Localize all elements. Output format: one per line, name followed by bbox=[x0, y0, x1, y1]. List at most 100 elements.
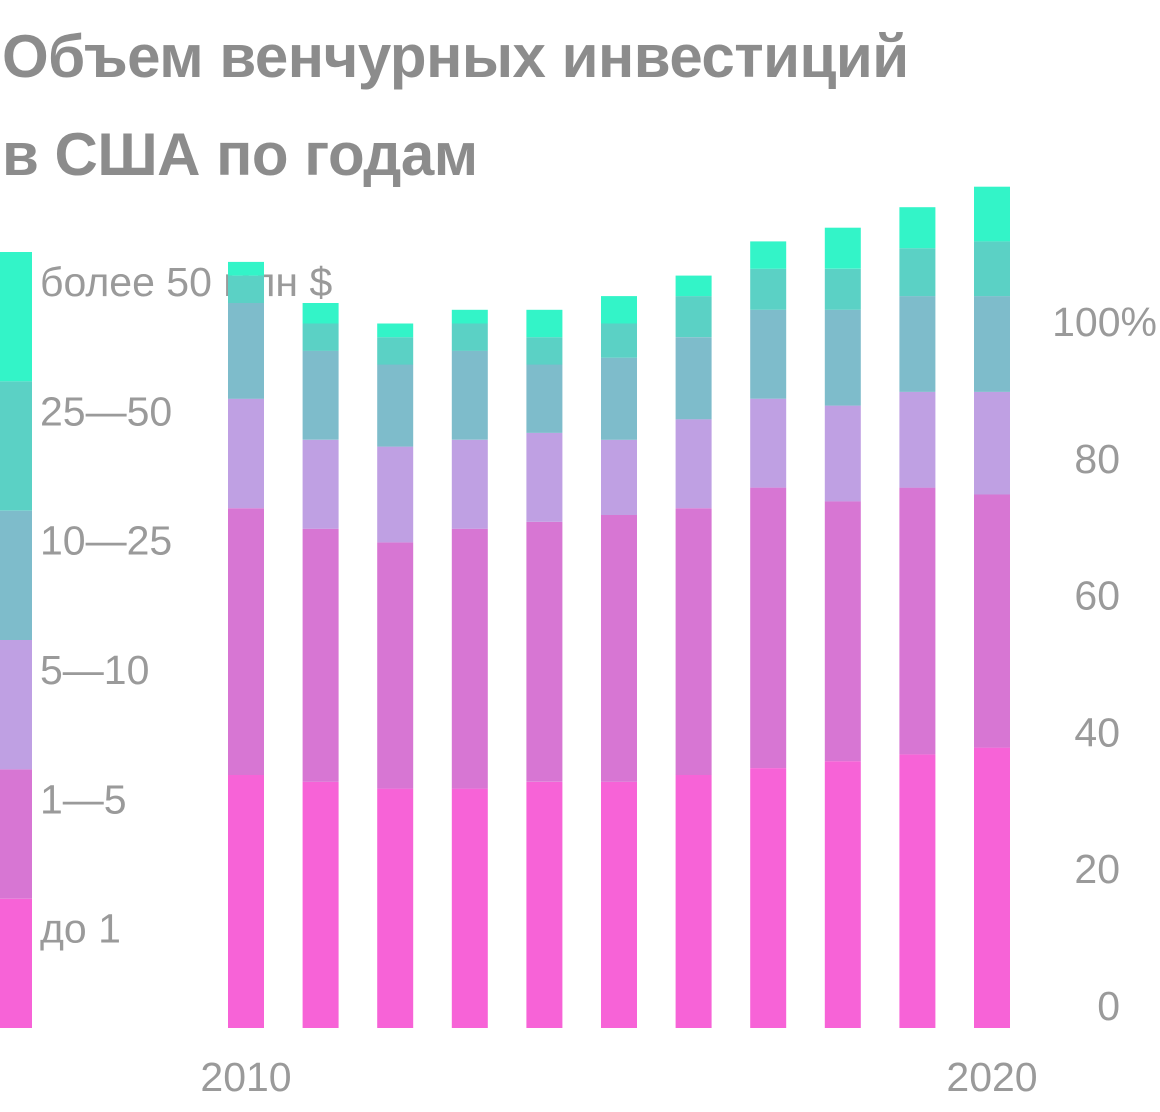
x-axis: 2010 2020 bbox=[200, 1054, 1037, 1100]
bar-segment-2013-s2 bbox=[451, 439, 488, 529]
bar-segment-2017-s0 bbox=[750, 768, 787, 1028]
bar-segment-2014-s3 bbox=[526, 364, 563, 433]
bar-segment-2019-s1 bbox=[899, 487, 936, 755]
bar-segment-2012-s2 bbox=[377, 446, 414, 543]
chart-title: Объем венчурных инвестиций в США по года… bbox=[2, 8, 1152, 204]
bar-segment-2016-s2 bbox=[675, 419, 712, 509]
y-tick-label-1: 20 bbox=[1074, 846, 1120, 892]
bar-segment-2016-s3 bbox=[675, 337, 712, 420]
bar-segment-2018-s0 bbox=[824, 761, 861, 1028]
y-tick-label-4: 80 bbox=[1074, 436, 1120, 482]
bar-segment-2019-s2 bbox=[899, 391, 936, 488]
bar-2016 bbox=[675, 275, 712, 1028]
legend-swatch-s4 bbox=[0, 381, 32, 511]
bar-segment-2013-s3 bbox=[451, 350, 488, 440]
bar-segment-2018-s5 bbox=[824, 227, 861, 269]
bar-segment-2020-s0 bbox=[974, 747, 1010, 1028]
bar-segment-2010-s0 bbox=[228, 774, 264, 1028]
bar-segment-2012-s5 bbox=[377, 323, 414, 338]
bar-segment-2015-s0 bbox=[601, 781, 637, 1028]
y-axis: 0 20 40 60 80 100% bbox=[1052, 299, 1157, 1029]
bar-segment-2018-s2 bbox=[824, 405, 861, 502]
bar-segment-2014-s0 bbox=[526, 781, 563, 1028]
bar-2018 bbox=[824, 227, 861, 1028]
bar-segment-2012-s1 bbox=[377, 542, 414, 789]
bar-segment-2018-s1 bbox=[824, 501, 861, 762]
bar-segment-2019-s4 bbox=[899, 248, 936, 297]
bar-segment-2020-s1 bbox=[974, 494, 1010, 748]
bar-segment-2011-s4 bbox=[302, 323, 339, 351]
bar-segment-2017-s3 bbox=[750, 309, 787, 399]
bar-2017 bbox=[750, 241, 787, 1028]
y-tick-label-2: 40 bbox=[1074, 709, 1120, 755]
bar-segment-2013-s1 bbox=[451, 528, 488, 789]
bar-segment-2016-s4 bbox=[675, 296, 712, 338]
bar-segment-2010-s2 bbox=[228, 398, 264, 509]
y-tick-label-3: 60 bbox=[1074, 573, 1120, 619]
bar-2010 bbox=[228, 261, 264, 1028]
bar-segment-2017-s2 bbox=[750, 398, 787, 488]
bar-segment-2017-s4 bbox=[750, 268, 787, 310]
bar-segment-2019-s3 bbox=[899, 296, 936, 392]
bar-segment-2020-s4 bbox=[974, 241, 1010, 297]
bar-segment-2015-s4 bbox=[601, 323, 637, 358]
bar-segment-2015-s5 bbox=[601, 296, 637, 324]
legend-label-s0: до 1 bbox=[40, 906, 121, 952]
bar-segment-2015-s1 bbox=[601, 515, 637, 782]
bar-segment-2018-s4 bbox=[824, 268, 861, 310]
bar-segment-2019-s0 bbox=[899, 754, 936, 1028]
legend: до 1 1—5 5—10 10—25 25—50 более 50 млн $ bbox=[0, 252, 332, 1028]
bar-2012 bbox=[377, 323, 414, 1028]
bar-2011 bbox=[302, 303, 339, 1028]
bar-segment-2013-s0 bbox=[451, 788, 488, 1028]
legend-swatch-s3 bbox=[0, 510, 32, 640]
bar-2020 bbox=[974, 186, 1010, 1028]
bar-segment-2010-s3 bbox=[228, 303, 264, 399]
bar-segment-2017-s5 bbox=[750, 241, 787, 269]
bar-segment-2016-s0 bbox=[675, 774, 712, 1028]
bar-segment-2015-s3 bbox=[601, 357, 637, 440]
bar-segment-2011-s0 bbox=[302, 781, 339, 1028]
bar-segment-2020-s5 bbox=[974, 186, 1010, 242]
legend-label-s2: 5—10 bbox=[40, 647, 149, 693]
bar-segment-2017-s1 bbox=[750, 487, 787, 768]
bar-segment-2015-s2 bbox=[601, 439, 637, 515]
legend-label-s4: 25—50 bbox=[40, 388, 172, 434]
bar-segment-2014-s2 bbox=[526, 432, 563, 522]
bar-2013 bbox=[451, 309, 488, 1028]
bar-segment-2013-s5 bbox=[451, 309, 488, 324]
bar-segment-2013-s4 bbox=[451, 323, 488, 351]
bar-segment-2016-s1 bbox=[675, 508, 712, 775]
bar-segment-2018-s3 bbox=[824, 309, 861, 406]
bar-segment-2014-s5 bbox=[526, 309, 563, 338]
bar-segment-2020-s2 bbox=[974, 391, 1010, 495]
bar-segment-2011-s1 bbox=[302, 528, 339, 782]
bar-segment-2010-s1 bbox=[228, 508, 264, 775]
bars-area bbox=[228, 186, 1010, 1028]
x-tick-label-2020: 2020 bbox=[946, 1054, 1037, 1100]
bar-segment-2012-s3 bbox=[377, 364, 414, 447]
bar-segment-2011-s5 bbox=[302, 303, 339, 324]
bar-segment-2014-s4 bbox=[526, 337, 563, 365]
bar-segment-2011-s3 bbox=[302, 350, 339, 440]
legend-swatch-s0 bbox=[0, 898, 32, 1028]
bar-segment-2012-s4 bbox=[377, 337, 414, 365]
y-tick-label-5: 100% bbox=[1052, 299, 1157, 345]
bar-segment-2019-s5 bbox=[899, 207, 936, 249]
bar-2019 bbox=[899, 207, 936, 1028]
bar-2014 bbox=[526, 309, 563, 1028]
chart-title-line-1: Объем венчурных инвестиций bbox=[2, 23, 909, 90]
bar-segment-2016-s5 bbox=[675, 275, 712, 297]
bar-2015 bbox=[601, 296, 637, 1028]
bar-segment-2012-s0 bbox=[377, 788, 414, 1028]
y-tick-label-0: 0 bbox=[1097, 983, 1120, 1029]
chart-title-line-2: в США по годам bbox=[2, 121, 478, 188]
bar-segment-2011-s2 bbox=[302, 439, 339, 529]
bar-segment-2014-s1 bbox=[526, 521, 563, 782]
bar-segment-2010-s4 bbox=[228, 275, 264, 303]
legend-swatch-s2 bbox=[0, 640, 32, 770]
x-tick-label-2010: 2010 bbox=[200, 1054, 291, 1100]
bar-segment-2010-s5 bbox=[228, 261, 264, 276]
legend-swatch-s1 bbox=[0, 769, 32, 899]
